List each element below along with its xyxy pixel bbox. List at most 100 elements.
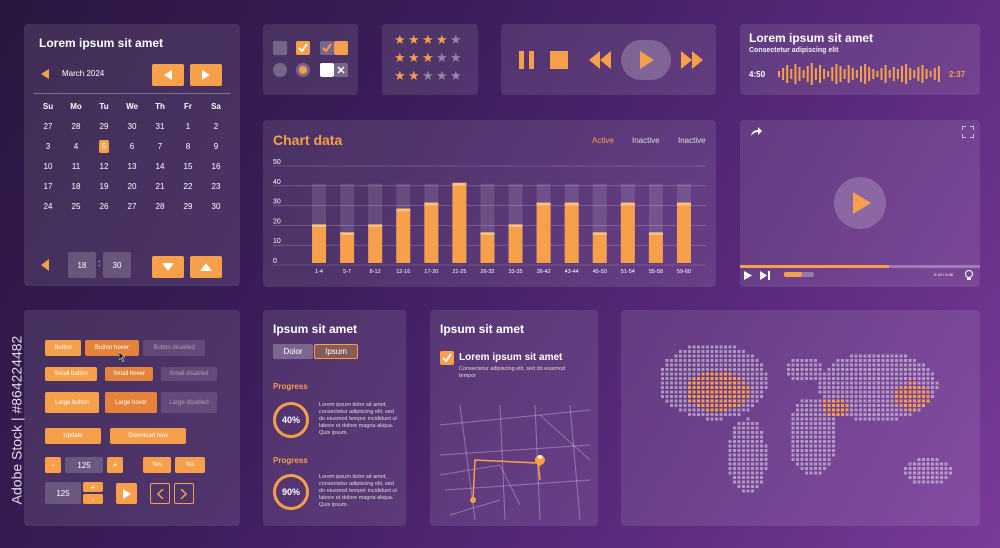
share-icon[interactable] [750, 127, 762, 137]
star-empty-icon[interactable]: ★ [450, 32, 462, 47]
calendar-day[interactable]: 13 [118, 162, 146, 171]
bar[interactable] [340, 235, 355, 263]
checkbox-filled[interactable] [334, 41, 348, 55]
minute-field[interactable]: 30 [103, 252, 131, 278]
checkbox-hover[interactable] [320, 41, 334, 55]
calendar-day[interactable]: 1 [174, 122, 202, 131]
lightbulb-icon[interactable] [964, 270, 974, 281]
calendar-day[interactable]: 16 [202, 162, 230, 171]
next-button[interactable] [174, 483, 194, 504]
tag-dolor[interactable]: Dolor [273, 344, 313, 359]
radio-selected[interactable] [296, 63, 310, 77]
calendar-day[interactable]: 21 [146, 182, 174, 191]
bar[interactable] [620, 205, 635, 263]
fast-forward-icon[interactable] [681, 51, 703, 69]
calendar-day[interactable]: 14 [146, 162, 174, 171]
bar[interactable] [508, 227, 523, 263]
calendar-day[interactable]: 31 [146, 122, 174, 131]
stepper2-value[interactable]: 125 [45, 482, 81, 504]
stepper-minus-button[interactable]: - [45, 457, 61, 473]
pause-icon[interactable] [519, 51, 535, 69]
increment-button[interactable] [190, 256, 222, 278]
star-filled-icon[interactable]: ★ [394, 50, 406, 65]
calendar-day[interactable]: 9 [202, 142, 230, 151]
chevron-left-icon[interactable] [40, 259, 50, 271]
stepper2-plus-button[interactable]: + [83, 482, 103, 492]
tab-inactive-1[interactable]: Inactive [632, 136, 660, 145]
star-filled-icon[interactable]: ★ [394, 32, 406, 47]
large-button[interactable]: Large button [45, 392, 99, 413]
prev-button[interactable] [150, 483, 170, 504]
video-progress-track[interactable] [740, 265, 980, 268]
star-filled-icon[interactable]: ★ [436, 32, 448, 47]
bar[interactable] [564, 205, 579, 263]
rewind-icon[interactable] [589, 51, 611, 69]
bar[interactable] [648, 235, 663, 263]
bar[interactable] [480, 235, 495, 263]
calendar-day[interactable]: 29 [174, 202, 202, 211]
calendar-day[interactable]: 24 [34, 202, 62, 211]
star-filled-icon[interactable]: ★ [408, 68, 420, 83]
bar[interactable] [592, 235, 607, 263]
small-button[interactable]: Small button [45, 367, 97, 381]
star-filled-icon[interactable]: ★ [408, 50, 420, 65]
decrement-button[interactable] [152, 256, 184, 278]
tab-active[interactable]: Active [592, 136, 614, 145]
calendar-day[interactable]: 8 [174, 142, 202, 151]
bar[interactable] [536, 205, 551, 263]
star-empty-icon[interactable]: ★ [422, 68, 434, 83]
calendar-day[interactable]: 26 [90, 202, 118, 211]
calendar-day[interactable]: 29 [90, 122, 118, 131]
play-small-icon[interactable] [744, 271, 752, 280]
calendar-day[interactable]: 7 [146, 142, 174, 151]
star-empty-icon[interactable]: ★ [436, 68, 448, 83]
star-filled-icon[interactable]: ★ [422, 32, 434, 47]
small-hover-button[interactable]: Small hover [105, 367, 153, 381]
calendar-day[interactable]: 11 [62, 162, 90, 171]
calendar-day[interactable]: 25 [62, 202, 90, 211]
button-hover[interactable]: Button hover [85, 340, 139, 356]
video-play-button[interactable] [834, 177, 886, 229]
chevron-left-icon[interactable] [40, 69, 50, 79]
prev-month-button[interactable] [152, 64, 184, 86]
calendar-day[interactable]: 5 [90, 140, 118, 153]
waveform[interactable] [778, 62, 943, 86]
checkbox-white[interactable] [320, 63, 334, 77]
fullscreen-icon[interactable] [962, 126, 974, 138]
play-small-button[interactable] [116, 483, 137, 504]
star-empty-icon[interactable]: ★ [436, 50, 448, 65]
bar[interactable] [424, 205, 439, 263]
calendar-day[interactable]: 22 [174, 182, 202, 191]
stepper-value[interactable]: 125 [65, 457, 103, 473]
next-month-button[interactable] [190, 64, 222, 86]
route-checkbox[interactable] [440, 351, 454, 365]
calendar-day[interactable]: 10 [34, 162, 62, 171]
bar[interactable] [396, 211, 411, 263]
calendar-day[interactable]: 18 [62, 182, 90, 191]
hour-field[interactable]: 18 [68, 252, 96, 278]
checkbox-unchecked[interactable] [273, 41, 287, 55]
checkbox-checked[interactable] [296, 41, 310, 55]
button-default[interactable]: Button [45, 340, 81, 356]
download-now-button[interactable]: Download now [110, 428, 186, 444]
bar[interactable] [676, 205, 691, 263]
calendar-day[interactable]: 3 [34, 142, 62, 151]
play-button[interactable] [621, 40, 671, 80]
calendar-day[interactable]: 27 [34, 122, 62, 131]
calendar-day[interactable]: 12 [90, 162, 118, 171]
dotted-world-map[interactable] [621, 310, 980, 526]
no-button[interactable]: No [175, 457, 205, 473]
calendar-day[interactable]: 30 [202, 202, 230, 211]
street-map[interactable] [440, 405, 590, 520]
yes-button[interactable]: Yes [143, 457, 171, 473]
calendar-day[interactable]: 27 [118, 202, 146, 211]
calendar-day[interactable]: 28 [62, 122, 90, 131]
update-button[interactable]: Update [45, 428, 101, 444]
calendar-day[interactable]: 6 [118, 142, 146, 151]
skip-next-icon[interactable] [760, 271, 770, 280]
stop-icon[interactable] [550, 51, 568, 69]
calendar-day[interactable]: 28 [146, 202, 174, 211]
tag-ipsum[interactable]: Ipsum [314, 344, 358, 359]
bar[interactable] [312, 227, 327, 263]
bar[interactable] [452, 185, 467, 263]
